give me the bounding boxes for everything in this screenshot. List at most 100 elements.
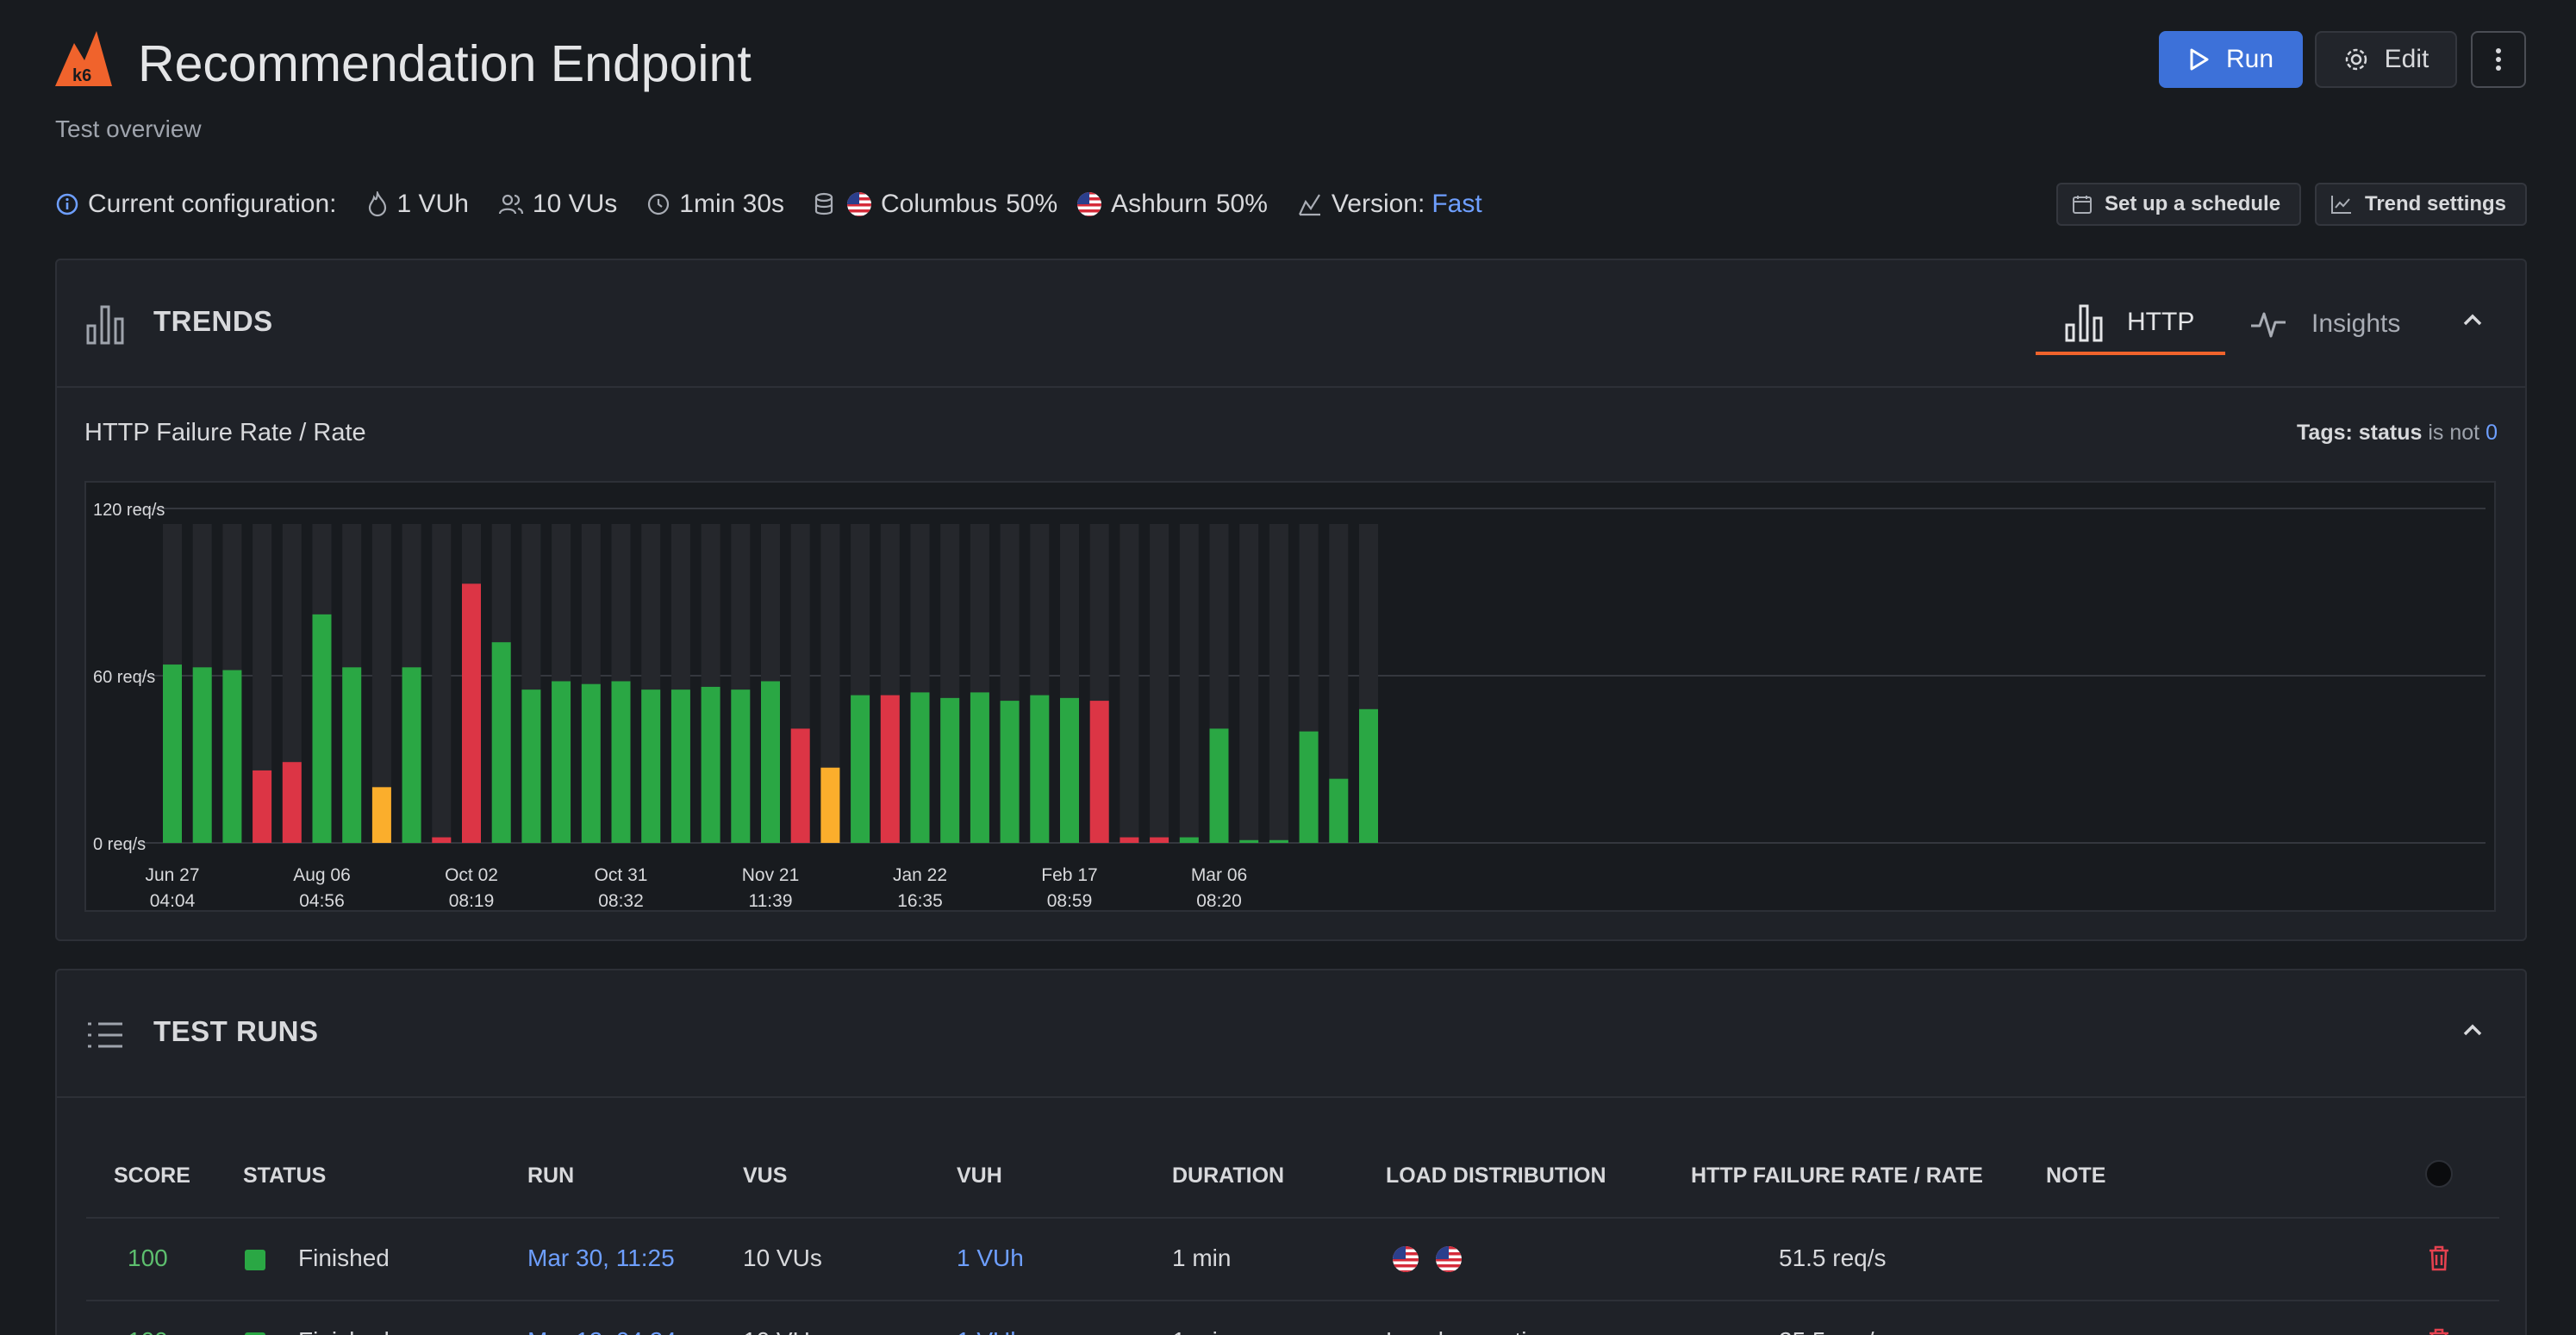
column-vuh[interactable]: VUH xyxy=(957,1163,1002,1188)
bar xyxy=(820,767,840,843)
x-tick-time: 04:04 xyxy=(150,891,196,910)
bar xyxy=(731,689,751,843)
config-label: Current configuration: xyxy=(88,190,337,218)
tab-http[interactable]: HTTP xyxy=(2036,293,2225,355)
column-note[interactable]: NOTE xyxy=(2046,1163,2106,1188)
table-row[interactable]: 100 Finished Mar 12, 04:24 10 VUs 1 VUh … xyxy=(86,1301,2499,1335)
version-info: Version: Fast xyxy=(1297,190,1482,219)
column-score[interactable]: SCORE xyxy=(114,1163,190,1188)
row-score: 100 xyxy=(128,1245,168,1271)
row-vuh-link[interactable]: 1 VUh xyxy=(957,1245,1024,1271)
bar xyxy=(1060,697,1079,843)
calendar-icon xyxy=(2073,196,2092,214)
page-subtitle: Test overview xyxy=(55,115,202,142)
bar xyxy=(1269,839,1288,843)
bar-track xyxy=(371,524,391,843)
bar-track xyxy=(1150,524,1169,843)
bar xyxy=(1329,778,1349,843)
row-run-link[interactable]: Mar 12, 04:24 xyxy=(527,1327,677,1335)
bar-track xyxy=(1329,524,1349,843)
trend-settings-button[interactable]: Trend settings xyxy=(2315,183,2527,226)
bar-track xyxy=(1269,524,1288,843)
location-name: Ashburn xyxy=(1111,190,1207,218)
collapse-trends-button[interactable] xyxy=(2461,309,2484,335)
x-tick-date: Jun 27 xyxy=(145,865,199,885)
tags-operator: is not xyxy=(2428,421,2480,445)
x-tick-date: Nov 21 xyxy=(742,865,800,885)
trend-chart: 0 req/s 60 req/s 120 req/s Jun 27 04:04 Aug 0… xyxy=(84,481,2496,912)
trash-icon xyxy=(2429,1328,2448,1335)
version-link[interactable]: Fast xyxy=(1431,190,1482,218)
chart-tags: Tags: status is not 0 xyxy=(2297,421,2498,446)
column-vus[interactable]: VUS xyxy=(743,1163,788,1188)
us-flag-icon xyxy=(1393,1246,1419,1272)
bar-track xyxy=(1239,524,1259,843)
trash-icon xyxy=(2429,1245,2448,1271)
bar xyxy=(1209,728,1229,843)
column-http-failure-rate[interactable]: HTTP FAILURE RATE / RATE xyxy=(1691,1163,1983,1188)
location-columbus: Columbus 50% xyxy=(846,190,1057,219)
tab-insights[interactable]: Insights xyxy=(2224,293,2430,355)
bar xyxy=(1089,701,1109,843)
row-status: Finished xyxy=(298,1245,390,1271)
row-status: Finished xyxy=(298,1327,390,1335)
delete-run-button[interactable] xyxy=(2427,1327,2451,1335)
edit-button-label: Edit xyxy=(2384,45,2429,73)
edit-button[interactable]: Edit xyxy=(2315,31,2457,88)
trend-chart-svg: 0 req/s 60 req/s 120 req/s Jun 27 04:04 Aug 0… xyxy=(93,501,2486,911)
bar xyxy=(1030,695,1050,843)
status-indicator xyxy=(245,1250,265,1270)
column-load-distribution[interactable]: LOAD DISTRIBUTION xyxy=(1386,1163,1606,1188)
x-tick-time: 11:39 xyxy=(749,891,793,910)
more-options-button[interactable] xyxy=(2471,31,2526,88)
location-share: 50% xyxy=(1006,190,1058,218)
table-row[interactable]: 100 Finished Mar 30, 11:25 10 VUs 1 VUh … xyxy=(86,1219,2499,1301)
bar xyxy=(671,689,690,843)
bar xyxy=(342,667,362,843)
bar xyxy=(910,692,930,843)
tags-value[interactable]: 0 xyxy=(2486,421,2498,445)
bar-track xyxy=(432,524,452,843)
bar-track xyxy=(253,524,272,843)
bar xyxy=(970,692,989,843)
clock-icon xyxy=(646,192,671,216)
schedule-button[interactable]: Set up a schedule xyxy=(2056,183,2301,226)
bar-track xyxy=(1120,524,1139,843)
config-vuh: 1 VUh xyxy=(396,190,469,218)
status-indicator xyxy=(245,1332,265,1335)
row-vuh-link[interactable]: 1 VUh xyxy=(957,1327,1024,1335)
bar-track xyxy=(820,524,840,843)
collapse-test-runs-button[interactable] xyxy=(2461,1019,2484,1045)
bar xyxy=(1239,839,1259,843)
y-tick-label: 120 req/s xyxy=(93,501,165,520)
column-status[interactable]: STATUS xyxy=(243,1163,327,1188)
delete-run-button[interactable] xyxy=(2427,1245,2451,1278)
x-tick-date: Jan 22 xyxy=(893,865,947,885)
line-chart-icon xyxy=(2331,196,2351,214)
row-run-link[interactable]: Mar 30, 11:25 xyxy=(527,1245,675,1271)
bar xyxy=(253,770,272,843)
column-run[interactable]: RUN xyxy=(527,1163,575,1188)
chevron-up-icon xyxy=(2463,314,2482,326)
test-runs-title: TEST RUNS xyxy=(153,1015,319,1047)
run-button[interactable]: Run xyxy=(2159,31,2303,88)
gear-icon xyxy=(2345,48,2367,71)
x-tick-time: 16:35 xyxy=(897,891,943,910)
row-vus: 10 VUs xyxy=(743,1245,822,1271)
bar-chart-icon xyxy=(2065,304,2103,342)
trends-title: TRENDS xyxy=(153,305,273,337)
x-tick-time: 08:19 xyxy=(449,891,495,910)
select-all-checkbox[interactable] xyxy=(2425,1160,2453,1188)
y-tick-label: 0 req/s xyxy=(93,835,146,854)
x-tick-date: Oct 02 xyxy=(445,865,498,885)
chart-title: HTTP Failure Rate / Rate xyxy=(84,419,366,446)
flame-icon xyxy=(366,191,389,217)
column-duration[interactable]: DURATION xyxy=(1172,1163,1285,1188)
schedule-button-label: Set up a schedule xyxy=(2105,192,2281,215)
bar xyxy=(163,664,182,843)
x-tick-time: 08:32 xyxy=(598,891,644,910)
row-vus: 10 VUs xyxy=(743,1327,822,1335)
users-icon xyxy=(498,192,524,216)
row-duration: 1 min xyxy=(1172,1245,1232,1271)
list-icon xyxy=(86,1020,124,1054)
